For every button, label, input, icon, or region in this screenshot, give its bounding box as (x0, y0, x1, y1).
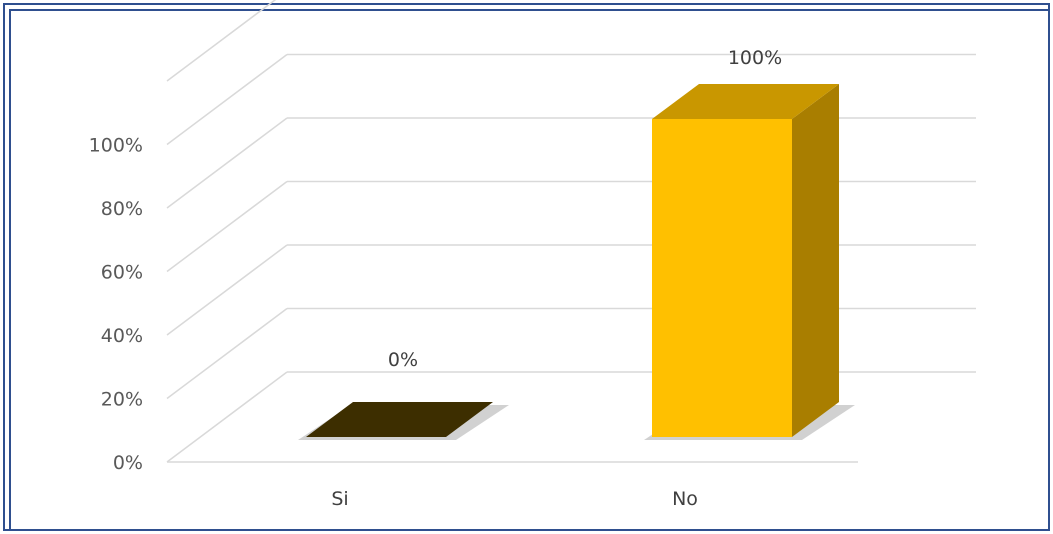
gridline-side-2 (166, 244, 288, 336)
y-tick-label-1: 20% (101, 389, 143, 411)
category-label-no: No (672, 488, 698, 510)
bars (298, 84, 855, 440)
category-label-si: Si (331, 488, 348, 510)
bar-side-1 (792, 84, 839, 437)
y-axis-ticks: 0% 20% 40% 60% 80% 100% (89, 135, 143, 475)
frame-border-inner (9, 9, 1050, 529)
gridline-side-5 (166, 53, 288, 146)
data-label-no: 100% (728, 47, 782, 69)
y-tick-label-3: 60% (101, 262, 143, 284)
bar-top-1 (652, 84, 839, 119)
bar-top-0 (306, 402, 493, 437)
gridline-side-4 (166, 117, 288, 209)
gridline-side-top (166, 0, 277, 82)
gridline-side-1 (166, 307, 288, 400)
bar-si (298, 402, 509, 440)
y-tick-label-2: 40% (101, 325, 143, 347)
y-tick-label-4: 80% (101, 198, 143, 220)
bar-front-1 (652, 119, 792, 437)
x-axis-categories: Si No (331, 488, 698, 510)
y-tick-label-5: 100% (89, 135, 143, 157)
data-label-si: 0% (388, 349, 418, 371)
y-tick-label-0: 0% (113, 452, 143, 474)
gridlines (166, 0, 976, 463)
gridline-side-3 (166, 180, 288, 273)
frame-border-outer (3, 3, 1050, 531)
data-labels: 0% 100% (388, 47, 782, 371)
bar-no (644, 84, 855, 440)
gridline-side-0 (166, 371, 288, 463)
